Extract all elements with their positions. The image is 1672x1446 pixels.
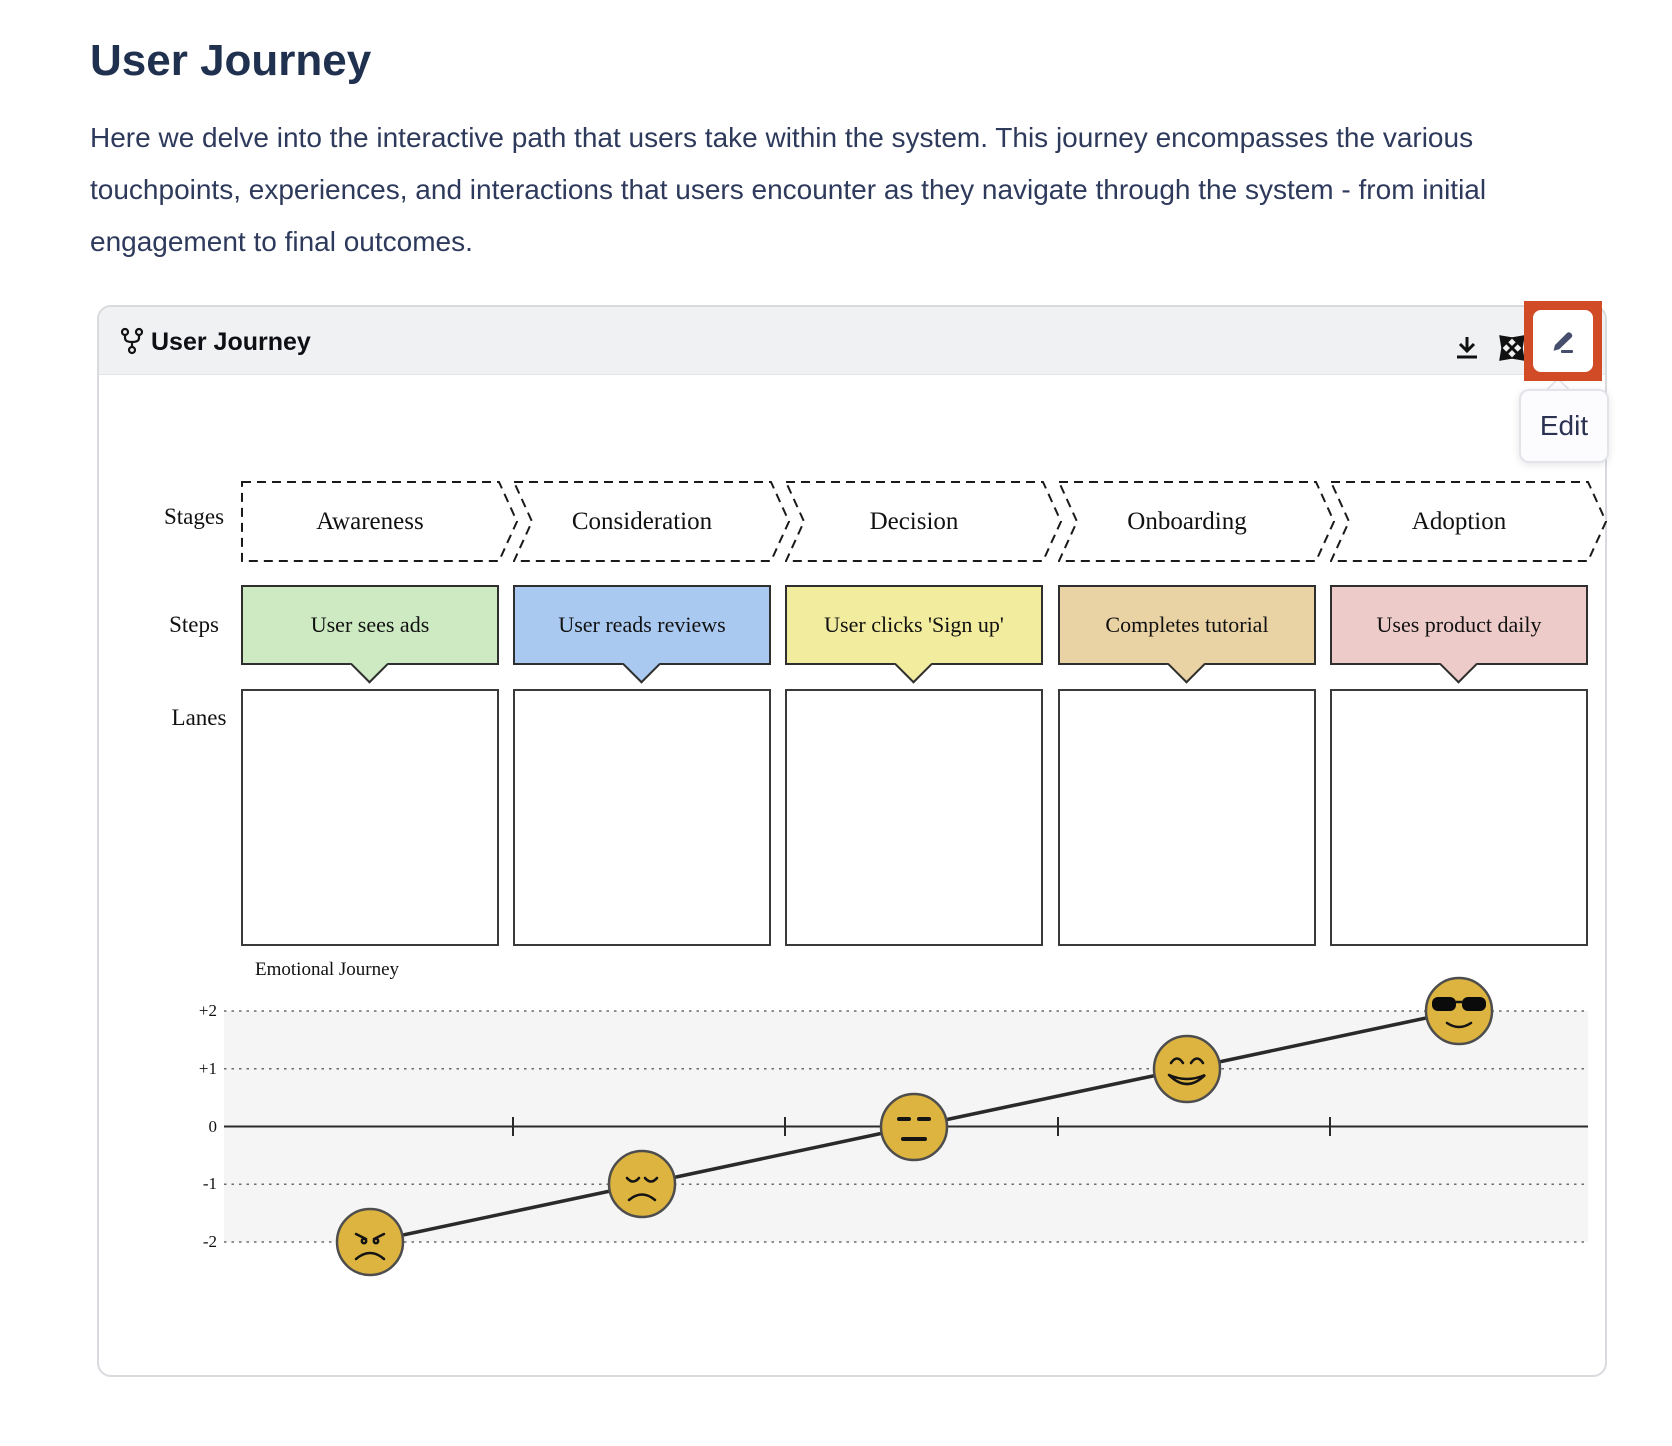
stage-label: Onboarding (1127, 507, 1247, 535)
stage-chevron (241, 481, 518, 562)
highlight-box (1524, 301, 1602, 381)
stage-chevron (785, 481, 1062, 562)
expand-icon[interactable] (1497, 333, 1527, 363)
stage-chevron (1330, 481, 1607, 562)
panel-title: User Journey (151, 328, 311, 356)
chart-title: Emotional Journey (255, 959, 400, 980)
edit-button[interactable] (1533, 310, 1593, 372)
row-label-stages: Stages (163, 504, 225, 529)
lane-box (241, 689, 499, 946)
panel-header: User Journey (99, 307, 1605, 375)
emoji-happy-icon (1152, 1034, 1222, 1103)
lane-box (513, 689, 771, 946)
lane-box (1058, 689, 1316, 946)
y-tick-label: +2 (198, 1001, 217, 1020)
emoji-neutral-icon (879, 1092, 949, 1161)
y-tick-label: +1 (198, 1058, 217, 1078)
pencil-icon (1553, 332, 1573, 353)
download-icon[interactable] (1452, 333, 1482, 363)
lane-box (1330, 689, 1588, 946)
stage-label: Consideration (571, 507, 713, 535)
stage-label: Decision (869, 507, 959, 535)
edit-tooltip-label: Edit (1539, 410, 1589, 441)
emotional-journey-chart (224, 976, 1588, 1277)
stage-chevron (1058, 481, 1335, 562)
stage-chevron (513, 481, 790, 562)
lane-box (785, 689, 1043, 946)
emoji-sad-icon (607, 1150, 677, 1219)
row-label-lanes: Lanes (171, 705, 227, 730)
y-tick-label: -2 (202, 1232, 217, 1251)
row-label-steps: Steps (169, 612, 219, 637)
stage-label: Adoption (1411, 507, 1507, 535)
emoji-cool-icon (1424, 976, 1494, 1046)
page-description: Here we delve into the interactive path … (90, 122, 1487, 257)
page-title: User Journey (90, 36, 372, 85)
emoji-angry-icon (335, 1207, 405, 1277)
y-tick-label: -1 (202, 1174, 217, 1194)
diagram-panel: User Journey Stages Steps Lanes Awarene (97, 305, 1607, 1377)
edit-tooltip: Edit (1519, 389, 1609, 463)
stage-label: Awareness (316, 507, 424, 535)
flowchart-icon (120, 327, 144, 355)
y-tick-label: 0 (208, 1116, 218, 1136)
